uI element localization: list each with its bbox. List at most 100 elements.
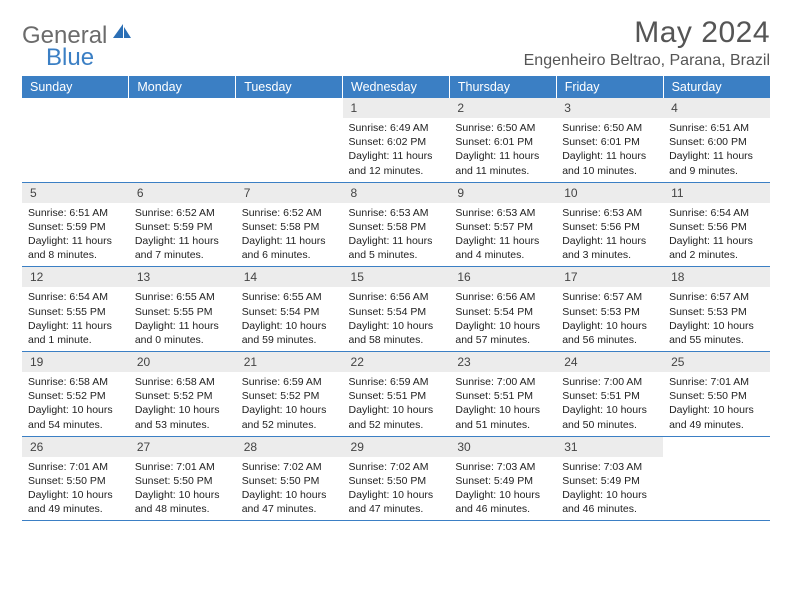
- day-detail: Sunrise: 7:02 AMSunset: 5:50 PMDaylight:…: [343, 457, 450, 521]
- sunset-text: Sunset: 6:01 PM: [562, 135, 657, 149]
- day-number: 8: [343, 183, 450, 203]
- sunrise-text: Sunrise: 6:59 AM: [349, 375, 444, 389]
- day-number: 10: [556, 183, 663, 203]
- day-number: 29: [343, 437, 450, 457]
- calendar-cell: 6Sunrise: 6:52 AMSunset: 5:59 PMDaylight…: [129, 182, 236, 267]
- sunset-text: Sunset: 5:59 PM: [28, 220, 123, 234]
- day-detail: Sunrise: 7:00 AMSunset: 5:51 PMDaylight:…: [449, 372, 556, 436]
- daylight-text: Daylight: 11 hours and 6 minutes.: [242, 234, 337, 262]
- sunset-text: Sunset: 5:56 PM: [669, 220, 764, 234]
- calendar-cell: 14Sunrise: 6:55 AMSunset: 5:54 PMDayligh…: [236, 267, 343, 352]
- day-number: 19: [22, 352, 129, 372]
- daylight-text: Daylight: 11 hours and 8 minutes.: [28, 234, 123, 262]
- daylight-text: Daylight: 10 hours and 48 minutes.: [135, 488, 230, 516]
- sunset-text: Sunset: 5:56 PM: [562, 220, 657, 234]
- sunrise-text: Sunrise: 6:58 AM: [28, 375, 123, 389]
- daylight-text: Daylight: 10 hours and 58 minutes.: [349, 319, 444, 347]
- calendar-cell: 30Sunrise: 7:03 AMSunset: 5:49 PMDayligh…: [449, 436, 556, 521]
- sunrise-text: Sunrise: 7:01 AM: [135, 460, 230, 474]
- sunset-text: Sunset: 5:50 PM: [242, 474, 337, 488]
- sunset-text: Sunset: 5:57 PM: [455, 220, 550, 234]
- day-detail: Sunrise: 6:58 AMSunset: 5:52 PMDaylight:…: [22, 372, 129, 436]
- sunrise-text: Sunrise: 6:52 AM: [135, 206, 230, 220]
- daylight-text: Daylight: 11 hours and 1 minute.: [28, 319, 123, 347]
- sunset-text: Sunset: 5:49 PM: [562, 474, 657, 488]
- sunrise-text: Sunrise: 6:55 AM: [242, 290, 337, 304]
- sunset-text: Sunset: 6:00 PM: [669, 135, 764, 149]
- calendar-cell: [129, 98, 236, 182]
- day-number: 14: [236, 267, 343, 287]
- day-number: [663, 437, 770, 457]
- day-number: 9: [449, 183, 556, 203]
- logo-sail-icon: [111, 22, 133, 40]
- day-detail: Sunrise: 6:53 AMSunset: 5:56 PMDaylight:…: [556, 203, 663, 267]
- day-number: 11: [663, 183, 770, 203]
- month-title: May 2024: [524, 16, 770, 50]
- sunrise-text: Sunrise: 6:50 AM: [562, 121, 657, 135]
- sunset-text: Sunset: 5:51 PM: [349, 389, 444, 403]
- day-detail: Sunrise: 6:57 AMSunset: 5:53 PMDaylight:…: [663, 287, 770, 351]
- title-block: May 2024 Engenheiro Beltrao, Parana, Bra…: [524, 16, 770, 70]
- day-detail: Sunrise: 6:52 AMSunset: 5:58 PMDaylight:…: [236, 203, 343, 267]
- day-number: 3: [556, 98, 663, 118]
- day-number: 5: [22, 183, 129, 203]
- sunset-text: Sunset: 5:59 PM: [135, 220, 230, 234]
- day-detail: Sunrise: 6:51 AMSunset: 5:59 PMDaylight:…: [22, 203, 129, 267]
- day-detail: Sunrise: 7:03 AMSunset: 5:49 PMDaylight:…: [556, 457, 663, 521]
- calendar-cell: 17Sunrise: 6:57 AMSunset: 5:53 PMDayligh…: [556, 267, 663, 352]
- sunrise-text: Sunrise: 6:55 AM: [135, 290, 230, 304]
- day-detail: Sunrise: 7:01 AMSunset: 5:50 PMDaylight:…: [663, 372, 770, 436]
- day-header: Sunday: [22, 76, 129, 98]
- day-detail: Sunrise: 6:59 AMSunset: 5:52 PMDaylight:…: [236, 372, 343, 436]
- header: General Blue May 2024 Engenheiro Beltrao…: [22, 16, 770, 70]
- sunset-text: Sunset: 5:52 PM: [28, 389, 123, 403]
- calendar-cell: 7Sunrise: 6:52 AMSunset: 5:58 PMDaylight…: [236, 182, 343, 267]
- day-detail: Sunrise: 6:54 AMSunset: 5:56 PMDaylight:…: [663, 203, 770, 267]
- daylight-text: Daylight: 11 hours and 10 minutes.: [562, 149, 657, 177]
- sunrise-text: Sunrise: 6:53 AM: [349, 206, 444, 220]
- sunset-text: Sunset: 5:52 PM: [242, 389, 337, 403]
- logo-text-blue: Blue: [46, 44, 94, 72]
- daylight-text: Daylight: 10 hours and 46 minutes.: [455, 488, 550, 516]
- sunset-text: Sunset: 5:51 PM: [455, 389, 550, 403]
- sunset-text: Sunset: 5:50 PM: [669, 389, 764, 403]
- sunset-text: Sunset: 5:58 PM: [242, 220, 337, 234]
- calendar-cell: 3 Sunrise: 6:50 AMSunset: 6:01 PMDaylight…: [556, 98, 663, 182]
- calendar-cell: 8Sunrise: 6:53 AMSunset: 5:58 PMDaylight…: [343, 182, 450, 267]
- day-number: 1: [343, 98, 450, 118]
- sunset-text: Sunset: 6:01 PM: [455, 135, 550, 149]
- day-number: 26: [22, 437, 129, 457]
- calendar-week-row: 19Sunrise: 6:58 AMSunset: 5:52 PMDayligh…: [22, 352, 770, 437]
- day-number: [22, 98, 129, 118]
- day-header: Saturday: [663, 76, 770, 98]
- sunrise-text: Sunrise: 6:56 AM: [349, 290, 444, 304]
- calendar-cell: 19Sunrise: 6:58 AMSunset: 5:52 PMDayligh…: [22, 352, 129, 437]
- daylight-text: Daylight: 11 hours and 9 minutes.: [669, 149, 764, 177]
- calendar-week-row: 5Sunrise: 6:51 AMSunset: 5:59 PMDaylight…: [22, 182, 770, 267]
- daylight-text: Daylight: 10 hours and 55 minutes.: [669, 319, 764, 347]
- day-number: 25: [663, 352, 770, 372]
- daylight-text: Daylight: 10 hours and 53 minutes.: [135, 403, 230, 431]
- day-header: Thursday: [449, 76, 556, 98]
- calendar-cell: 25Sunrise: 7:01 AMSunset: 5:50 PMDayligh…: [663, 352, 770, 437]
- day-detail: Sunrise: 6:56 AMSunset: 5:54 PMDaylight:…: [343, 287, 450, 351]
- day-number: 12: [22, 267, 129, 287]
- sunset-text: Sunset: 5:53 PM: [669, 305, 764, 319]
- daylight-text: Daylight: 10 hours and 56 minutes.: [562, 319, 657, 347]
- day-detail: Sunrise: 6:49 AMSunset: 6:02 PMDaylight:…: [343, 118, 450, 182]
- day-number: 28: [236, 437, 343, 457]
- sunset-text: Sunset: 6:02 PM: [349, 135, 444, 149]
- sunset-text: Sunset: 5:50 PM: [135, 474, 230, 488]
- daylight-text: Daylight: 10 hours and 49 minutes.: [28, 488, 123, 516]
- day-detail: Sunrise: 6:50 AMSunset: 6:01 PMDaylight:…: [449, 118, 556, 182]
- sunrise-text: Sunrise: 6:51 AM: [669, 121, 764, 135]
- calendar-cell: 10Sunrise: 6:53 AMSunset: 5:56 PMDayligh…: [556, 182, 663, 267]
- day-detail: Sunrise: 6:56 AMSunset: 5:54 PMDaylight:…: [449, 287, 556, 351]
- day-header: Wednesday: [343, 76, 450, 98]
- sunrise-text: Sunrise: 7:02 AM: [349, 460, 444, 474]
- daylight-text: Daylight: 10 hours and 47 minutes.: [242, 488, 337, 516]
- day-header: Friday: [556, 76, 663, 98]
- daylight-text: Daylight: 10 hours and 52 minutes.: [242, 403, 337, 431]
- calendar-cell: 18Sunrise: 6:57 AMSunset: 5:53 PMDayligh…: [663, 267, 770, 352]
- day-number: 13: [129, 267, 236, 287]
